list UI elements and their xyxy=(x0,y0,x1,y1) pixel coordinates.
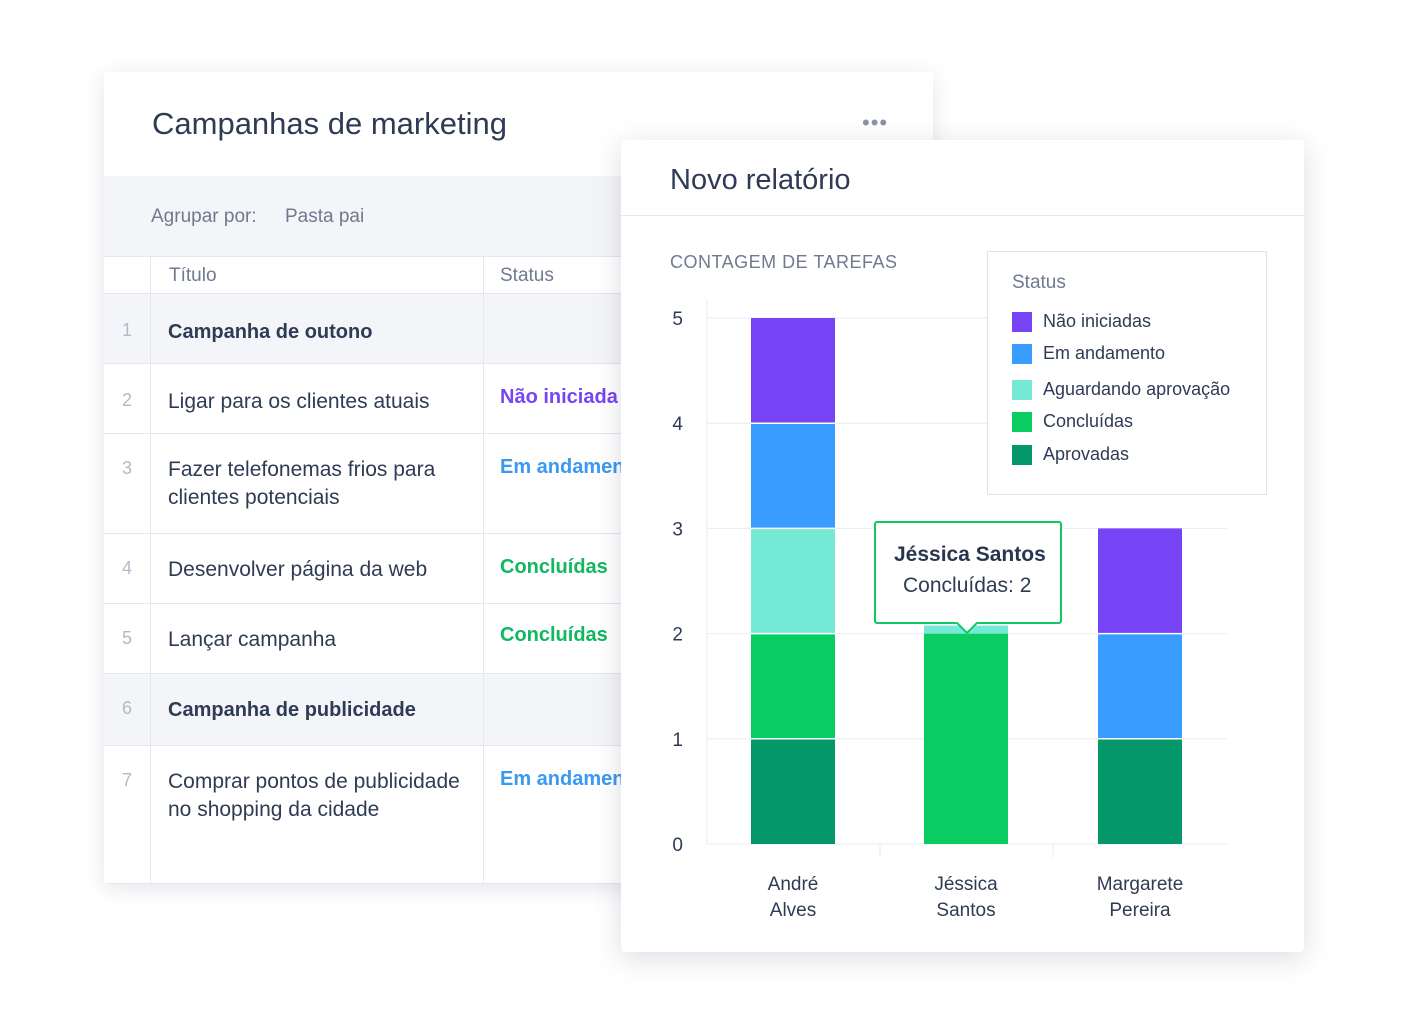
column-divider xyxy=(483,256,484,884)
bar-segment xyxy=(1098,738,1182,844)
chart-legend: Status Não iniciadas Em andamento Aguardan… xyxy=(987,251,1267,495)
bar-segment xyxy=(751,423,835,529)
row-status[interactable]: Em andamen xyxy=(500,768,625,790)
tooltip-name: Jéssica Santos xyxy=(894,543,1046,566)
row-status[interactable]: Em andamen xyxy=(500,456,625,478)
bar-segment xyxy=(751,528,835,634)
legend-swatch xyxy=(1012,412,1032,432)
chart-tooltip: Jéssica Santos Concluídas: 2 xyxy=(874,521,1062,635)
y-tick-label: 2 xyxy=(672,625,683,646)
y-tick-label: 3 xyxy=(672,519,683,540)
table-column-header: Título Status xyxy=(104,256,933,294)
x-tick-label: Jéssica xyxy=(934,874,998,895)
group-by-select[interactable]: Pasta pai xyxy=(285,206,365,227)
row-number: 1 xyxy=(122,320,133,340)
row-title[interactable]: Fazer telefonemas frios para clientes po… xyxy=(168,458,436,509)
more-horizontal-icon[interactable]: ••• xyxy=(862,110,889,135)
y-tick-label: 4 xyxy=(672,414,683,435)
x-tick-label: André xyxy=(768,874,819,895)
legend-label: Não iniciadas xyxy=(1043,311,1152,331)
x-tick-label: Alves xyxy=(770,900,816,921)
column-header-title[interactable]: Título xyxy=(169,265,217,286)
row-title[interactable]: Lançar campanha xyxy=(168,628,337,651)
table-row[interactable]: 4 Desenvolver página da web Concluídas xyxy=(104,534,933,604)
table-row[interactable]: 5 Lançar campanha Concluídas xyxy=(104,604,933,674)
row-number: 3 xyxy=(122,458,133,478)
table-row[interactable]: 2 Ligar para os clientes atuais Não inicia… xyxy=(104,364,933,434)
bar-segment xyxy=(1098,528,1182,634)
column-header-status[interactable]: Status xyxy=(500,265,554,286)
legend-swatch xyxy=(1012,344,1032,364)
legend-title: Status xyxy=(1012,272,1066,293)
legend-swatch xyxy=(1012,380,1032,400)
y-tick-label: 1 xyxy=(672,730,683,751)
x-tick-label: Margarete xyxy=(1097,874,1184,895)
bar-segment xyxy=(751,633,835,739)
table-row[interactable]: 7 Comprar pontos de publicidade no shoppi… xyxy=(104,746,933,884)
table-card-header: Campanhas de marketing ••• xyxy=(104,72,933,176)
table-card-title: Campanhas de marketing xyxy=(152,106,507,141)
row-number: 5 xyxy=(122,628,133,648)
x-tick-label: Santos xyxy=(936,900,995,921)
report-divider xyxy=(621,215,1304,216)
row-status[interactable]: Concluídas xyxy=(500,556,608,578)
row-status[interactable]: Concluídas xyxy=(500,624,608,646)
row-title[interactable]: Campanha de publicidade xyxy=(168,699,416,721)
new-report-card: Novo relatório CONTAGEM DE TAREFAS 0 1 2 3 4… xyxy=(621,140,1304,952)
legend-label: Em andamento xyxy=(1043,343,1166,363)
row-number: 7 xyxy=(122,770,133,790)
bar-segment xyxy=(751,738,835,844)
x-tick-label: Pereira xyxy=(1109,900,1171,921)
chart-title: CONTAGEM DE TAREFAS xyxy=(670,252,898,272)
row-title[interactable]: Desenvolver página da web xyxy=(168,558,428,581)
row-title[interactable]: Ligar para os clientes atuais xyxy=(168,390,430,413)
legend-label: Aprovadas xyxy=(1043,444,1130,464)
column-divider xyxy=(150,256,151,884)
report-title: Novo relatório xyxy=(670,164,851,196)
y-tick-label: 0 xyxy=(672,835,683,856)
group-by-label: Agrupar por: xyxy=(151,206,257,227)
row-number: 2 xyxy=(122,390,133,410)
legend-swatch xyxy=(1012,445,1032,465)
legend-swatch xyxy=(1012,312,1032,332)
row-title[interactable]: Campanha de outono xyxy=(168,321,373,343)
row-title[interactable]: Comprar pontos de publicidade no shoppin… xyxy=(168,770,460,821)
table-row[interactable]: 3 Fazer telefonemas frios para clientes p… xyxy=(104,434,933,534)
bar-segment xyxy=(1098,633,1182,739)
bar-segment xyxy=(924,633,1008,844)
y-tick-label: 5 xyxy=(672,309,683,330)
row-number: 4 xyxy=(122,558,133,578)
row-number: 6 xyxy=(122,698,133,718)
legend-label: Aguardando aprovação xyxy=(1043,379,1231,399)
legend-label: Concluídas xyxy=(1043,411,1134,431)
bar-segment xyxy=(751,318,835,424)
row-status[interactable]: Não iniciada xyxy=(500,386,618,408)
tooltip-value: Concluídas: 2 xyxy=(903,574,1032,597)
